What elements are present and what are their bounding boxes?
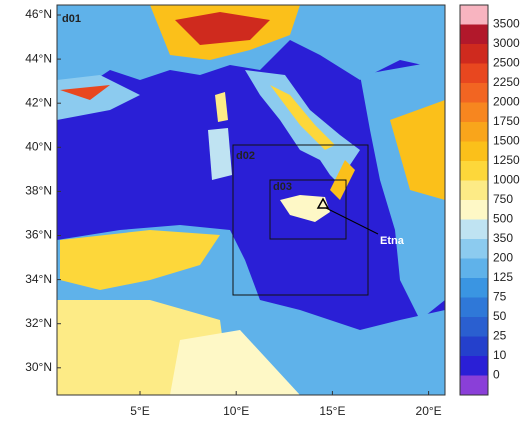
desert xyxy=(170,330,300,395)
lat-label: 32°N xyxy=(25,316,52,330)
colorbar-label: 350 xyxy=(493,231,513,245)
lon-label: 5°E xyxy=(130,404,149,418)
corsica xyxy=(215,92,228,122)
lat-label: 30°N xyxy=(25,360,52,374)
domain-label: d01 xyxy=(62,13,81,25)
axes: 46°N 44°N 42°N 40°N 38°N 36°N 34°N 32°N 30°N 5°E 1… xyxy=(25,7,441,418)
colorbar-label: 25 xyxy=(493,329,507,343)
lat-label: 34°N xyxy=(25,272,52,286)
colorbar-swatch xyxy=(460,63,488,83)
domain-label: d03 xyxy=(273,181,292,193)
colorbar-frame xyxy=(459,4,489,396)
etna-leader xyxy=(325,207,379,235)
colorbar-swatch xyxy=(460,24,488,44)
domain-d02 xyxy=(232,144,369,296)
colorbar-label: 3000 xyxy=(493,36,520,50)
colorbar-swatch xyxy=(460,258,488,278)
lat-label: 36°N xyxy=(25,228,52,242)
land-north xyxy=(57,5,445,95)
colorbar-swatch xyxy=(460,161,488,181)
domain-label: d02 xyxy=(236,150,255,162)
colorbar-label: 1000 xyxy=(493,173,520,187)
sardinia xyxy=(208,128,232,180)
lat-label: 38°N xyxy=(25,184,52,198)
colorbar-swatch xyxy=(460,239,488,259)
lat-label: 44°N xyxy=(25,51,52,65)
lat-label: 46°N xyxy=(25,7,52,21)
colorbar-label: 3500 xyxy=(493,17,520,31)
colorbar-swatch xyxy=(460,102,488,122)
colorbar: 3500300025002250200017501500125010007505… xyxy=(459,4,520,396)
colorbar-label: 0 xyxy=(493,368,500,382)
map-area xyxy=(57,5,445,395)
lat-label: 40°N xyxy=(25,139,52,153)
colorbar-label: 500 xyxy=(493,212,513,226)
colorbar-swatch xyxy=(460,5,488,25)
balkan-mountains xyxy=(390,100,445,200)
colorbar-swatch xyxy=(460,122,488,142)
spain xyxy=(57,75,140,120)
colorbar-swatch xyxy=(460,44,488,64)
lon-label: 20°E xyxy=(416,404,442,418)
alps-peak xyxy=(175,12,270,45)
map-frame xyxy=(56,4,446,396)
colorbar-label: 1750 xyxy=(493,114,520,128)
colorbar-label: 2500 xyxy=(493,56,520,70)
colorbar-label: 2000 xyxy=(493,95,520,109)
colorbar-label: 1500 xyxy=(493,134,520,148)
colorbar-label: 50 xyxy=(493,309,507,323)
colorbar-label: 2250 xyxy=(493,75,520,89)
apennines xyxy=(270,85,335,150)
etna-marker xyxy=(316,197,330,209)
pyrenees xyxy=(60,85,110,100)
lon-label: 15°E xyxy=(319,404,345,418)
colorbar-swatch xyxy=(460,375,488,395)
colorbar-swatch xyxy=(460,336,488,356)
colorbar-swatch xyxy=(460,356,488,376)
colorbar-label: 10 xyxy=(493,348,507,362)
colorbar-swatch xyxy=(460,180,488,200)
lon-label: 10°E xyxy=(223,404,249,418)
annotation: Etna xyxy=(380,235,405,247)
colorbar-label: 200 xyxy=(493,251,513,265)
sicily xyxy=(280,195,330,222)
colorbar-label: 1250 xyxy=(493,153,520,167)
colorbar-label: 75 xyxy=(493,290,507,304)
colorbar-swatch xyxy=(460,141,488,161)
colorbar-swatch xyxy=(460,83,488,103)
atlas xyxy=(60,230,220,290)
colorbar-swatch xyxy=(460,297,488,317)
domain-d03 xyxy=(269,179,347,240)
lat-label: 42°N xyxy=(25,95,52,109)
colorbar-label: 750 xyxy=(493,192,513,206)
colorbar-label: 125 xyxy=(493,270,513,284)
colorbar-swatch xyxy=(460,200,488,220)
colorbar-swatch xyxy=(460,317,488,337)
colorbar-swatch xyxy=(460,219,488,239)
colorbar-swatch xyxy=(460,278,488,298)
